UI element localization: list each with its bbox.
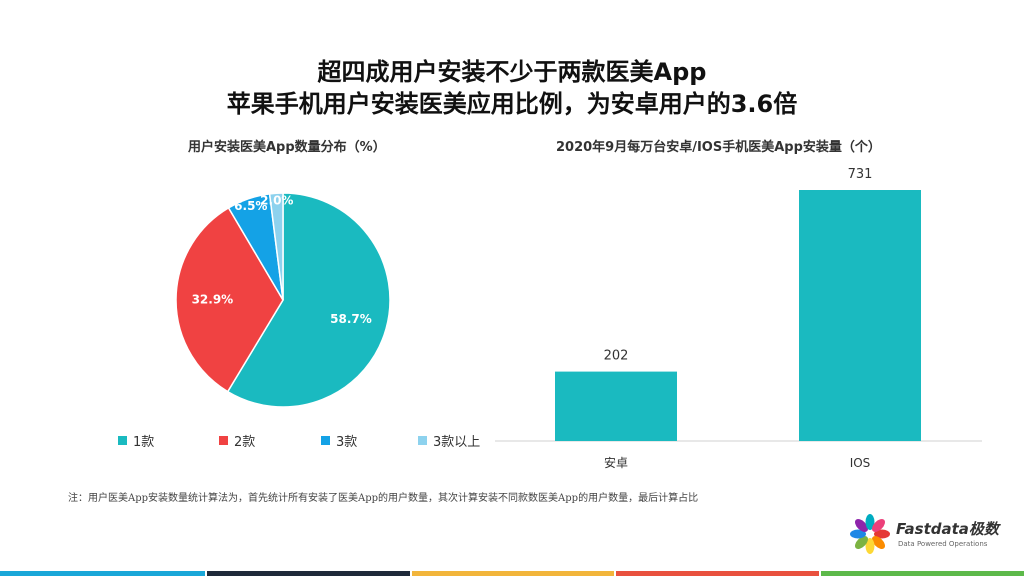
logo-brand-text: Fastdata极数 bbox=[896, 520, 999, 538]
logo-tagline: Data Powered Operations bbox=[898, 540, 988, 548]
footer-strip-4 bbox=[616, 571, 820, 576]
footer-strip-3 bbox=[411, 571, 615, 576]
logo-petal bbox=[874, 529, 890, 539]
logo-center bbox=[866, 530, 874, 538]
legend-item-3: 3款 bbox=[321, 431, 357, 450]
bar-category-label-1: 安卓 bbox=[604, 455, 628, 470]
pie-data-label-1: 58.7% bbox=[330, 312, 372, 326]
footnote: 注：用户医美App安装数量统计算法为，首先统计所有安装了医美App的用户数量，其… bbox=[68, 493, 699, 504]
footer-strip-5 bbox=[821, 571, 1024, 576]
main-title-line-2: 苹果手机用户安装医美应用比例，为安卓用户的3.6倍 bbox=[226, 90, 798, 118]
bar-chart: 202 安卓 731 IOS bbox=[495, 167, 982, 470]
legend-label: 3款以上 bbox=[433, 435, 481, 450]
bar-chart-title: 2020年9月每万台安卓/IOS手机医美App安装量（个） bbox=[556, 140, 881, 155]
legend-label: 2款 bbox=[234, 435, 256, 450]
logo-petal bbox=[872, 519, 885, 532]
logo-petal bbox=[872, 536, 885, 549]
logo-petal bbox=[865, 538, 875, 554]
legend-swatch bbox=[321, 436, 330, 445]
pie-slice-2 bbox=[175, 206, 284, 393]
bar-value-label-1: 202 bbox=[604, 349, 629, 364]
bar-2 bbox=[799, 190, 921, 441]
pie-data-label-3: 6.5% bbox=[234, 199, 267, 213]
legend-label: 1款 bbox=[133, 435, 155, 450]
pie-data-label-2: 32.9% bbox=[192, 293, 234, 307]
footer-strip-1 bbox=[0, 571, 205, 576]
pie-data-label-4: 2.0% bbox=[260, 194, 293, 208]
logo-petal bbox=[865, 514, 875, 530]
logo-petal bbox=[855, 536, 868, 549]
pie-chart: 58.7% 32.9% 6.5%2.0% bbox=[175, 192, 391, 408]
legend-swatch bbox=[418, 436, 427, 445]
bar-value-label-2: 731 bbox=[848, 167, 873, 182]
logo-petal bbox=[850, 529, 866, 539]
pie-slice-4 bbox=[268, 192, 284, 301]
legend-label: 3款 bbox=[336, 435, 358, 450]
fastdata-logo: Fastdata极数 Data Powered Operations bbox=[848, 512, 1008, 556]
logo-flower-icon bbox=[850, 514, 890, 554]
bar-1 bbox=[555, 371, 677, 441]
bar-category-label-2: IOS bbox=[850, 456, 871, 470]
legend-swatch bbox=[219, 436, 228, 445]
legend-item-2: 2款 bbox=[219, 431, 255, 450]
pie-chart-title: 用户安装医美App数量分布（%） bbox=[188, 140, 386, 155]
footer-strip-2 bbox=[206, 571, 410, 576]
legend-swatch bbox=[118, 436, 127, 445]
pie-slice-1 bbox=[226, 192, 391, 408]
legend-item-1: 1款 bbox=[118, 431, 154, 450]
logo-petal bbox=[855, 519, 868, 532]
legend-item-4: 3款以上 bbox=[418, 431, 480, 450]
main-title-line-1: 超四成用户安装不少于两款医美App bbox=[317, 58, 707, 86]
